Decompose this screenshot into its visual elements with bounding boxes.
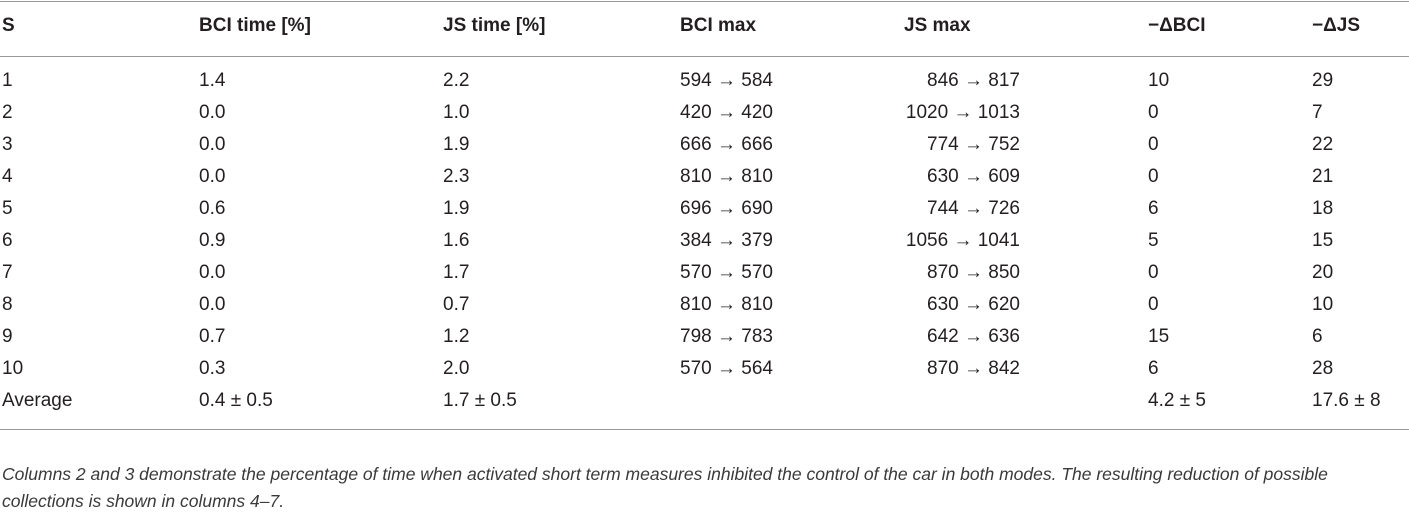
cell-js-time: 1.9 bbox=[443, 198, 470, 219]
cell-delta-bci: 15 bbox=[1148, 326, 1170, 347]
cell-bci-max: 570 → 564 bbox=[680, 358, 773, 379]
cell-subject: 3 bbox=[2, 134, 13, 155]
cell-delta-js: 22 bbox=[1312, 134, 1334, 155]
cell-subject: 6 bbox=[2, 230, 13, 251]
header-js-time: JS time [%] bbox=[443, 15, 546, 36]
cell-js-max: 774 → 752 bbox=[927, 134, 1020, 155]
table-row: 9 0.7 1.2 798 → 783 642 → 636 15 6 bbox=[0, 321, 1409, 353]
cell-subject: 4 bbox=[2, 166, 13, 187]
table-row: 5 0.6 1.9 696 → 690 744 → 726 6 18 bbox=[0, 193, 1409, 225]
cell-delta-js: 20 bbox=[1312, 262, 1334, 283]
cell-js-max: 630 → 609 bbox=[927, 166, 1020, 187]
cell-subject: Average bbox=[2, 390, 73, 411]
cell-bci-time: 0.0 bbox=[199, 262, 226, 283]
cell-js-time: 1.0 bbox=[443, 102, 470, 123]
cell-bci-time: 0.7 bbox=[199, 326, 226, 347]
cell-js-time: 1.2 bbox=[443, 326, 470, 347]
cell-bci-max: 810 → 810 bbox=[680, 166, 773, 187]
header-delta-js: −ΔJS bbox=[1312, 15, 1360, 36]
cell-bci-max: 384 → 379 bbox=[680, 230, 773, 251]
cell-bci-max: 696 → 690 bbox=[680, 198, 773, 219]
cell-subject: 9 bbox=[2, 326, 13, 347]
cell-delta-js: 29 bbox=[1312, 70, 1334, 91]
cell-js-max: 642 → 636 bbox=[927, 326, 1020, 347]
cell-js-time: 2.3 bbox=[443, 166, 470, 187]
cell-js-max: 744 → 726 bbox=[927, 198, 1020, 219]
cell-subject: 10 bbox=[2, 358, 24, 379]
cell-js-time: 2.0 bbox=[443, 358, 470, 379]
cell-delta-js: 18 bbox=[1312, 198, 1334, 219]
table-header-row: S BCI time [%] JS time [%] BCI max JS ma… bbox=[0, 10, 1409, 42]
cell-subject: 5 bbox=[2, 198, 13, 219]
table-row: 4 0.0 2.3 810 → 810 630 → 609 0 21 bbox=[0, 161, 1409, 193]
cell-delta-js: 10 bbox=[1312, 294, 1334, 315]
cell-bci-max: 420 → 420 bbox=[680, 102, 773, 123]
cell-js-time: 1.7 ± 0.5 bbox=[443, 390, 517, 411]
cell-bci-time: 0.3 bbox=[199, 358, 226, 379]
table-row: 8 0.0 0.7 810 → 810 630 → 620 0 10 bbox=[0, 289, 1409, 321]
cell-delta-bci: 0 bbox=[1148, 102, 1159, 123]
cell-delta-bci: 6 bbox=[1148, 198, 1159, 219]
cell-delta-bci: 10 bbox=[1148, 70, 1170, 91]
cell-js-max: 870 → 850 bbox=[927, 262, 1020, 283]
cell-delta-bci: 0 bbox=[1148, 294, 1159, 315]
header-js-max: JS max bbox=[904, 15, 971, 36]
cell-delta-js: 7 bbox=[1312, 102, 1323, 123]
cell-bci-time: 0.6 bbox=[199, 198, 226, 219]
cell-js-time: 1.7 bbox=[443, 262, 470, 283]
cell-delta-bci: 0 bbox=[1148, 262, 1159, 283]
cell-js-max: 1056 → 1041 bbox=[905, 230, 1020, 251]
cell-js-time: 0.7 bbox=[443, 294, 470, 315]
cell-delta-bci: 0 bbox=[1148, 166, 1159, 187]
cell-bci-time: 0.9 bbox=[199, 230, 226, 251]
table-row: 3 0.0 1.9 666 → 666 774 → 752 0 22 bbox=[0, 129, 1409, 161]
cell-js-time: 2.2 bbox=[443, 70, 470, 91]
table-header-rule bbox=[0, 56, 1409, 57]
cell-delta-js: 6 bbox=[1312, 326, 1323, 347]
cell-subject: 8 bbox=[2, 294, 13, 315]
cell-delta-bci: 4.2 ± 5 bbox=[1148, 390, 1206, 411]
header-delta-bci: −ΔBCI bbox=[1148, 15, 1206, 36]
table-row: 6 0.9 1.6 384 → 379 1056 → 1041 5 15 bbox=[0, 225, 1409, 257]
cell-bci-time: 0.0 bbox=[199, 102, 226, 123]
table-row: 1 1.4 2.2 594 → 584 846 → 817 10 29 bbox=[0, 65, 1409, 97]
cell-delta-bci: 5 bbox=[1148, 230, 1159, 251]
cell-bci-max: 570 → 570 bbox=[680, 262, 773, 283]
cell-js-max: 1020 → 1013 bbox=[905, 102, 1020, 123]
cell-bci-time: 0.0 bbox=[199, 134, 226, 155]
cell-delta-js: 28 bbox=[1312, 358, 1334, 379]
cell-js-max: 846 → 817 bbox=[927, 70, 1020, 91]
cell-bci-max: 666 → 666 bbox=[680, 134, 773, 155]
table-row-average: Average 0.4 ± 0.5 1.7 ± 0.5 4.2 ± 5 17.6… bbox=[0, 385, 1409, 417]
table-bottom-rule bbox=[0, 429, 1409, 430]
cell-bci-time: 1.4 bbox=[199, 70, 226, 91]
cell-subject: 2 bbox=[2, 102, 13, 123]
cell-bci-max: 810 → 810 bbox=[680, 294, 773, 315]
header-bci-max: BCI max bbox=[680, 15, 757, 36]
table-row: 2 0.0 1.0 420 → 420 1020 → 1013 0 7 bbox=[0, 97, 1409, 129]
table-row: 10 0.3 2.0 570 → 564 870 → 842 6 28 bbox=[0, 353, 1409, 385]
cell-delta-js: 21 bbox=[1312, 166, 1334, 187]
table-caption: Columns 2 and 3 demonstrate the percenta… bbox=[2, 463, 1328, 511]
cell-bci-time: 0.0 bbox=[199, 166, 226, 187]
cell-bci-time: 0.4 ± 0.5 bbox=[199, 390, 273, 411]
cell-subject: 7 bbox=[2, 262, 13, 283]
cell-js-max: 630 → 620 bbox=[927, 294, 1020, 315]
cell-bci-max: 594 → 584 bbox=[680, 70, 773, 91]
cell-js-time: 1.9 bbox=[443, 134, 470, 155]
cell-delta-js: 15 bbox=[1312, 230, 1334, 251]
cell-bci-max: 798 → 783 bbox=[680, 326, 773, 347]
cell-js-time: 1.6 bbox=[443, 230, 470, 251]
cell-js-max: 870 → 842 bbox=[927, 358, 1020, 379]
header-s: S bbox=[2, 15, 15, 36]
cell-delta-js: 17.6 ± 8 bbox=[1312, 390, 1381, 411]
table-row: 7 0.0 1.7 570 → 570 870 → 850 0 20 bbox=[0, 257, 1409, 289]
table-top-rule bbox=[0, 1, 1409, 2]
cell-subject: 1 bbox=[2, 70, 13, 91]
cell-delta-bci: 0 bbox=[1148, 134, 1159, 155]
cell-delta-bci: 6 bbox=[1148, 358, 1159, 379]
cell-bci-time: 0.0 bbox=[199, 294, 226, 315]
header-bci-time: BCI time [%] bbox=[199, 15, 311, 36]
